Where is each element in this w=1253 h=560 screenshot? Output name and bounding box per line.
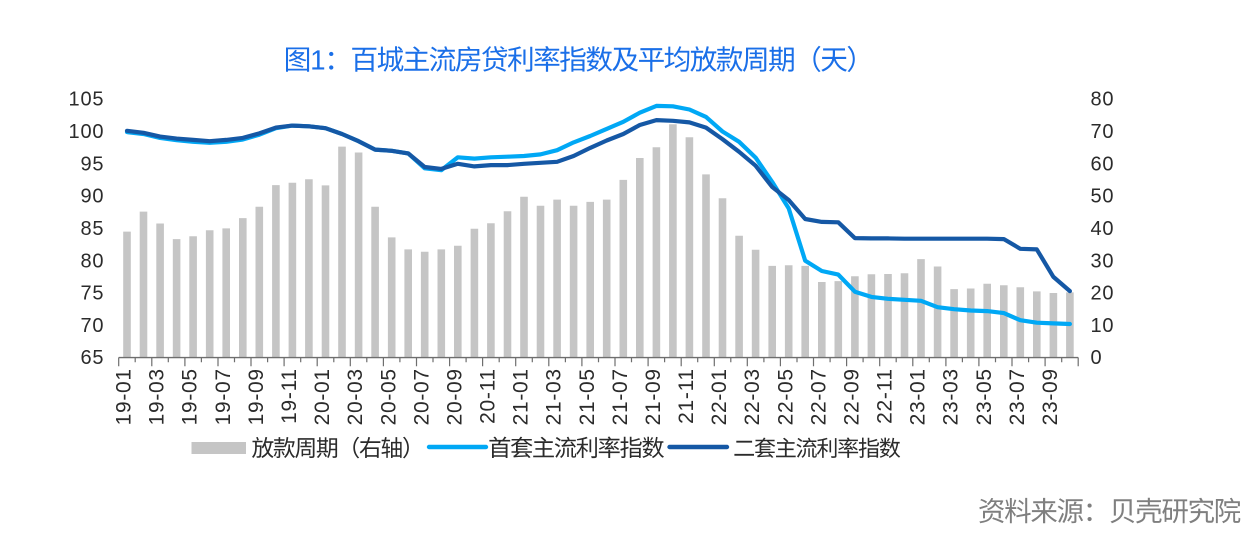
svg-text:21-01: 21-01 xyxy=(510,368,533,425)
svg-text:85: 85 xyxy=(80,218,104,240)
svg-text:75: 75 xyxy=(80,283,104,305)
svg-text:19-09: 19-09 xyxy=(245,368,268,425)
svg-text:80: 80 xyxy=(80,250,104,272)
svg-text:21-07: 21-07 xyxy=(609,368,632,425)
svg-text:20-09: 20-09 xyxy=(443,368,466,425)
svg-text:19-11: 19-11 xyxy=(278,368,301,424)
svg-text:22-05: 22-05 xyxy=(774,368,797,425)
svg-text:19-07: 19-07 xyxy=(212,368,235,425)
svg-text:100: 100 xyxy=(69,121,105,143)
svg-text:90: 90 xyxy=(80,186,104,208)
svg-text:50: 50 xyxy=(1091,186,1115,208)
svg-text:80: 80 xyxy=(1091,89,1115,111)
svg-text:20: 20 xyxy=(1091,283,1115,305)
svg-text:21-03: 21-03 xyxy=(543,368,566,425)
svg-text:23-05: 23-05 xyxy=(973,368,996,425)
svg-text:19-01: 19-01 xyxy=(113,368,136,425)
svg-text:22-03: 22-03 xyxy=(741,368,764,425)
svg-text:105: 105 xyxy=(69,89,105,111)
svg-text:60: 60 xyxy=(1091,153,1115,175)
svg-text:21-11: 21-11 xyxy=(675,368,698,424)
svg-text:65: 65 xyxy=(80,347,104,369)
svg-text:10: 10 xyxy=(1091,315,1115,337)
svg-text:23-03: 23-03 xyxy=(940,368,963,425)
svg-text:20-11: 20-11 xyxy=(477,368,500,424)
svg-text:23-01: 23-01 xyxy=(907,368,930,425)
svg-text:22-11: 22-11 xyxy=(874,368,897,424)
svg-text:20-07: 20-07 xyxy=(410,368,433,425)
svg-text:20-03: 20-03 xyxy=(344,368,367,425)
svg-text:19-05: 19-05 xyxy=(179,368,202,425)
svg-text:40: 40 xyxy=(1091,218,1115,240)
svg-text:22-07: 22-07 xyxy=(807,368,830,425)
svg-text:20-01: 20-01 xyxy=(311,368,334,425)
svg-text:22-01: 22-01 xyxy=(708,368,731,425)
svg-text:23-09: 23-09 xyxy=(1039,368,1062,425)
svg-text:19-03: 19-03 xyxy=(146,368,169,425)
svg-text:70: 70 xyxy=(1091,121,1115,143)
svg-text:30: 30 xyxy=(1091,250,1115,272)
svg-text:0: 0 xyxy=(1091,347,1103,369)
svg-text:21-05: 21-05 xyxy=(576,368,599,425)
svg-text:70: 70 xyxy=(80,315,104,337)
svg-text:95: 95 xyxy=(80,153,104,175)
svg-text:23-07: 23-07 xyxy=(1006,368,1029,425)
svg-text:20-05: 20-05 xyxy=(377,368,400,425)
svg-text:21-09: 21-09 xyxy=(642,368,665,425)
svg-text:22-09: 22-09 xyxy=(841,368,864,425)
